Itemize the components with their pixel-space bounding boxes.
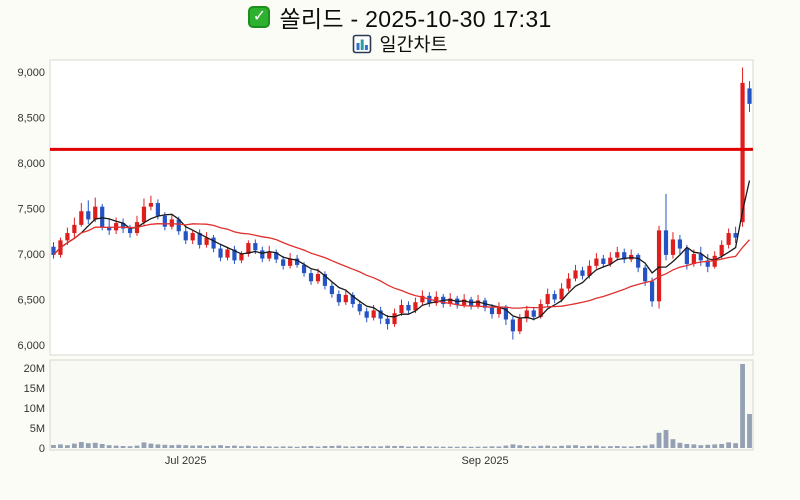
MA5-line (53, 180, 751, 320)
volume-layer (51, 364, 752, 448)
chart-subtitle-row: 일간차트 (0, 32, 800, 56)
svg-text:9,000: 9,000 (17, 67, 45, 79)
svg-text:5M: 5M (30, 423, 45, 435)
candlestick-volume-chart: 9,000 8,500 8,000 7,500 7,000 6,500 6,000 20M 15… (17, 59, 754, 467)
svg-text:Sep 2025: Sep 2025 (461, 455, 508, 467)
MA20-line (53, 223, 750, 309)
chart-title-row: ✓ 쏠리드 - 2025-10-30 17:31 (0, 3, 800, 32)
svg-text:7,000: 7,000 (17, 249, 45, 261)
svg-text:0: 0 (39, 443, 45, 455)
moving-average-layer (53, 180, 751, 320)
bar-chart-icon (353, 34, 372, 54)
svg-text:20M: 20M (24, 363, 45, 375)
check-icon: ✓ (248, 6, 271, 28)
axis-labels: 9,000 8,500 8,000 7,500 7,000 6,500 6,000 20M 15… (17, 67, 508, 467)
page-title: 쏠리드 - 2025-10-30 17:31 (279, 6, 552, 32)
svg-text:6,500: 6,500 (17, 295, 45, 307)
svg-text:10M: 10M (24, 403, 45, 415)
chart-panels (49, 59, 754, 451)
svg-text:8,000: 8,000 (17, 158, 45, 170)
svg-text:Jul 2025: Jul 2025 (165, 455, 207, 467)
chart-type-label: 일간차트 (379, 34, 448, 55)
svg-text:6,000: 6,000 (17, 340, 45, 352)
svg-text:15M: 15M (24, 383, 45, 395)
svg-text:8,500: 8,500 (17, 113, 45, 125)
svg-text:7,500: 7,500 (17, 204, 45, 216)
